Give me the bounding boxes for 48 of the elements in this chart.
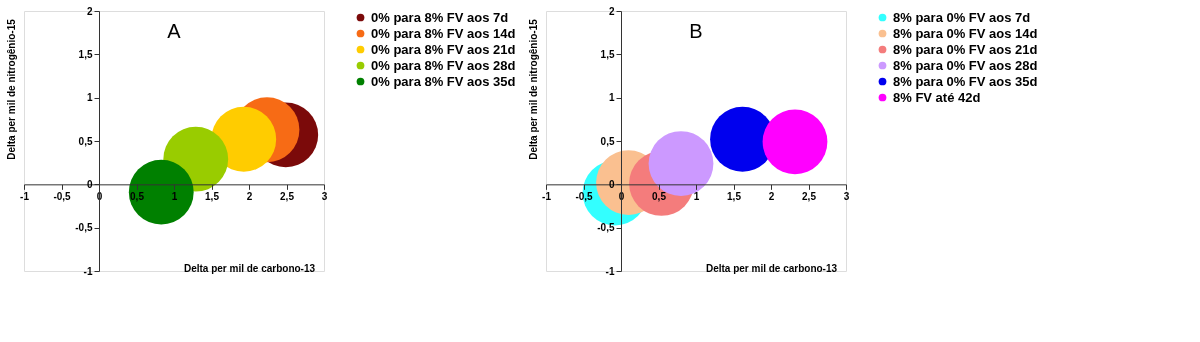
y-tick-label: -1 (605, 265, 615, 277)
y-axis-title: Delta per mil de nitrogênio-15 (5, 18, 17, 160)
y-tick-label: 1,5 (78, 48, 93, 60)
legend-label: 8% para 0% FV aos 28d (893, 57, 1038, 73)
x-tick-label: 1,5 (727, 190, 742, 202)
point (762, 109, 828, 175)
y-tick-label: 1 (86, 92, 93, 104)
legend-label: 0% para 8% FV aos 28d (371, 57, 516, 73)
x-tick-label: 2,5 (802, 190, 817, 202)
x-tick-label: -1 (542, 190, 552, 202)
x-axis-title: Delta per mil de carbono-13 (183, 262, 316, 274)
x-axis-title: Delta per mil de carbono-13 (705, 262, 838, 274)
x-tick-label: 2,5 (280, 190, 295, 202)
legend-label: 8% para 0% FV aos 35d (893, 73, 1038, 89)
legend-label: 8% FV até 42d (893, 89, 981, 105)
legend-label: 8% para 0% FV aos 21d (893, 41, 1038, 57)
x-tick-label: 2 (768, 190, 775, 202)
x-tick-label: -0,5 (53, 190, 72, 202)
legend-label: 0% para 8% FV aos 35d (371, 73, 516, 89)
y-tick-label: -0,5 (75, 222, 93, 234)
y-tick-label: -0,5 (597, 222, 615, 234)
x-tick-label: -1 (20, 190, 30, 202)
y-tick-label: 0,5 (78, 135, 93, 147)
y-tick-label: 0 (86, 178, 93, 190)
x-tick-label: 3 (843, 190, 850, 202)
x-tick-label: 3 (321, 190, 328, 202)
legend-label: 8% para 0% FV aos 7d (893, 9, 1031, 25)
x-tick-label: 0,5 (652, 190, 667, 202)
legend-label: 0% para 8% FV aos 21d (371, 41, 516, 57)
chart-title: B (689, 20, 703, 42)
y-tick-label: 1 (608, 92, 615, 104)
y-tick-label: 2 (86, 5, 93, 17)
legend-label: 8% para 0% FV aos 14d (893, 25, 1038, 41)
point (128, 159, 194, 225)
y-tick-label: -1 (83, 265, 93, 277)
y-tick-label: 0 (608, 178, 615, 190)
y-tick-label: 0,5 (600, 135, 615, 147)
y-tick-label: 1,5 (600, 48, 615, 60)
y-axis-title: Delta per mil de nitrogênio-15 (527, 18, 539, 160)
x-tick-label: 2 (246, 190, 253, 202)
chart-title: A (167, 20, 182, 42)
x-tick-label: 0,5 (130, 190, 145, 202)
legend-label: 0% para 8% FV aos 7d (371, 9, 509, 25)
y-tick-label: 2 (608, 5, 615, 17)
x-tick-label: 1,5 (205, 190, 220, 202)
x-tick-label: 1 (171, 190, 178, 202)
x-tick-label: 1 (693, 190, 700, 202)
legend-label: 0% para 8% FV aos 14d (371, 25, 516, 41)
